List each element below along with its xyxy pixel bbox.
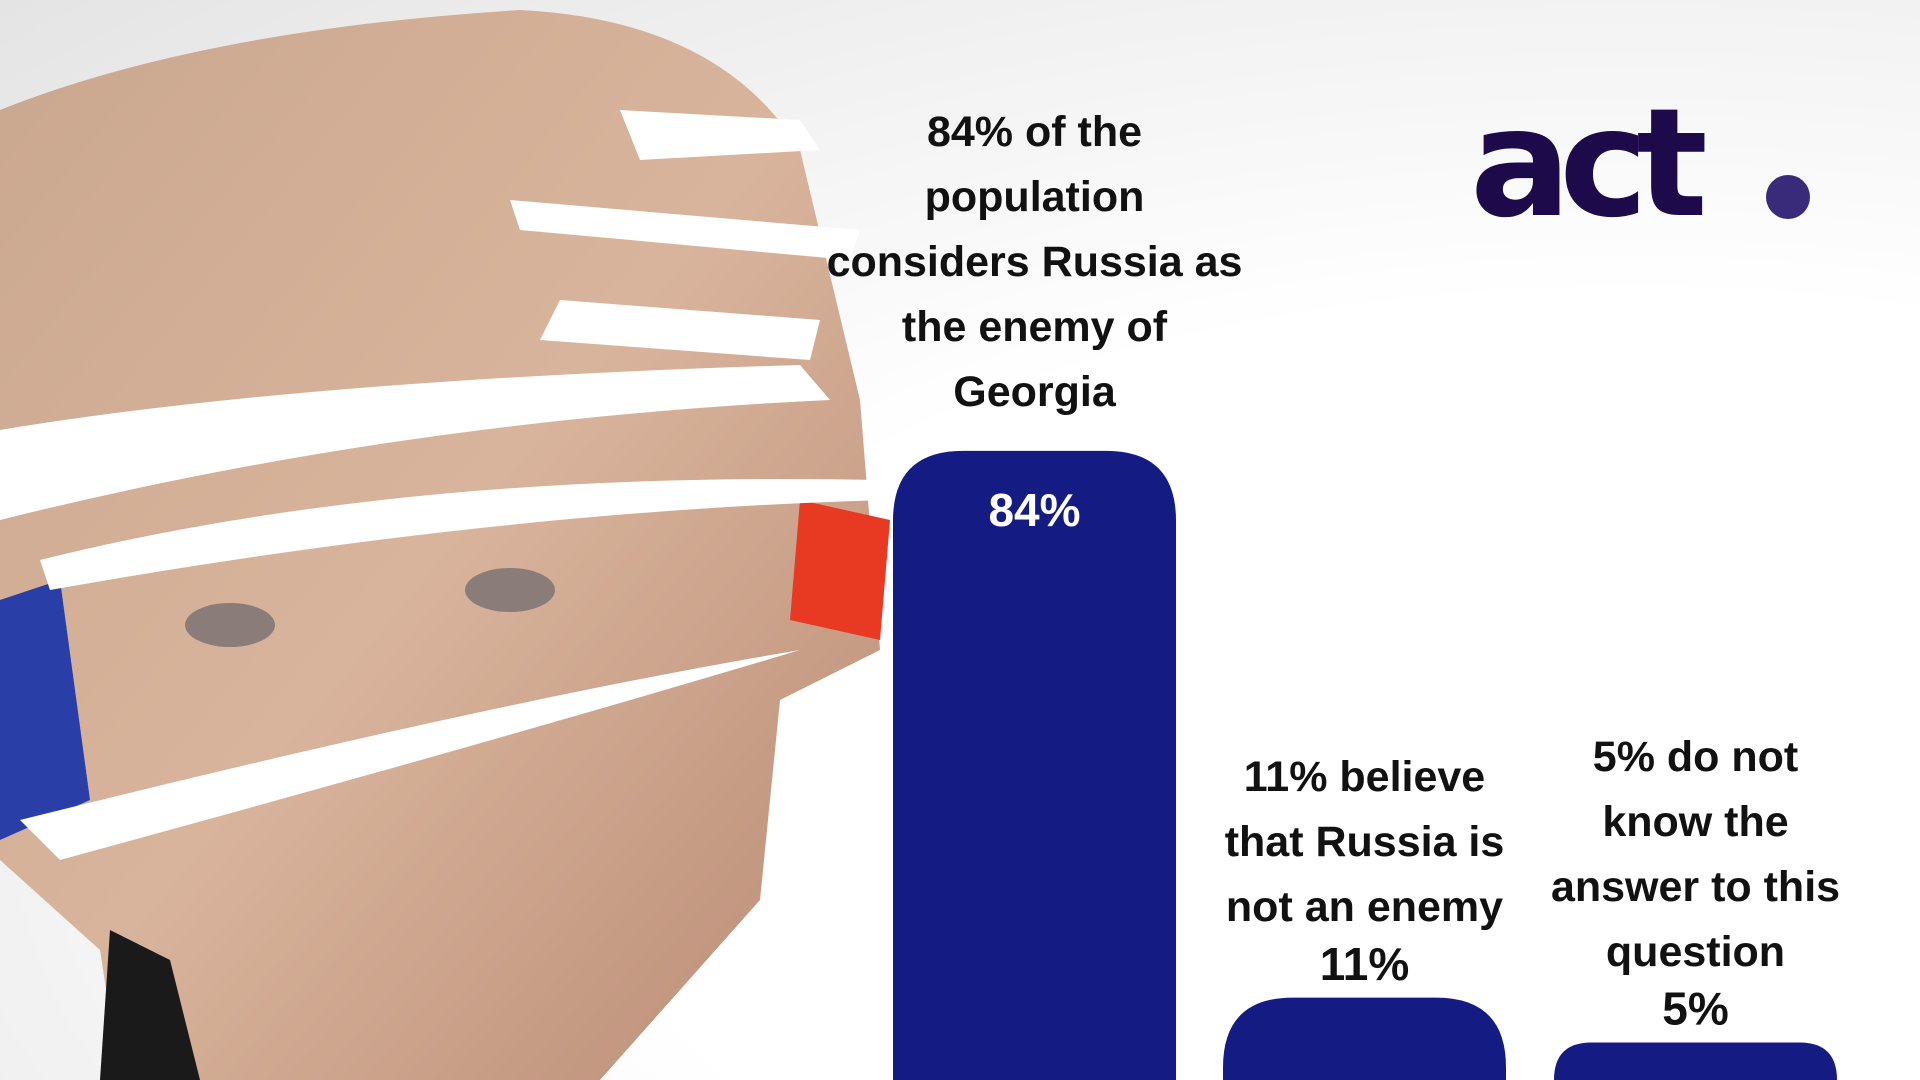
bar — [893, 450, 1176, 1080]
bar-caption: 11% believe that Russia is not an enemy — [1224, 752, 1505, 931]
bar — [1554, 1042, 1837, 1080]
photo — [0, 10, 890, 1080]
value-label: 84% — [988, 484, 1080, 536]
bar-caption: 84% of the population considers Russia a… — [826, 107, 1243, 416]
logo-text: act — [1470, 77, 1705, 251]
logo-dot — [1766, 175, 1810, 219]
value-label: 5% — [1662, 983, 1728, 1035]
value-label: 11% — [1320, 938, 1410, 990]
bar-caption: 5% do not know the answer to this questi… — [1550, 732, 1841, 976]
logo: act — [1470, 77, 1810, 251]
bar — [1223, 997, 1506, 1080]
